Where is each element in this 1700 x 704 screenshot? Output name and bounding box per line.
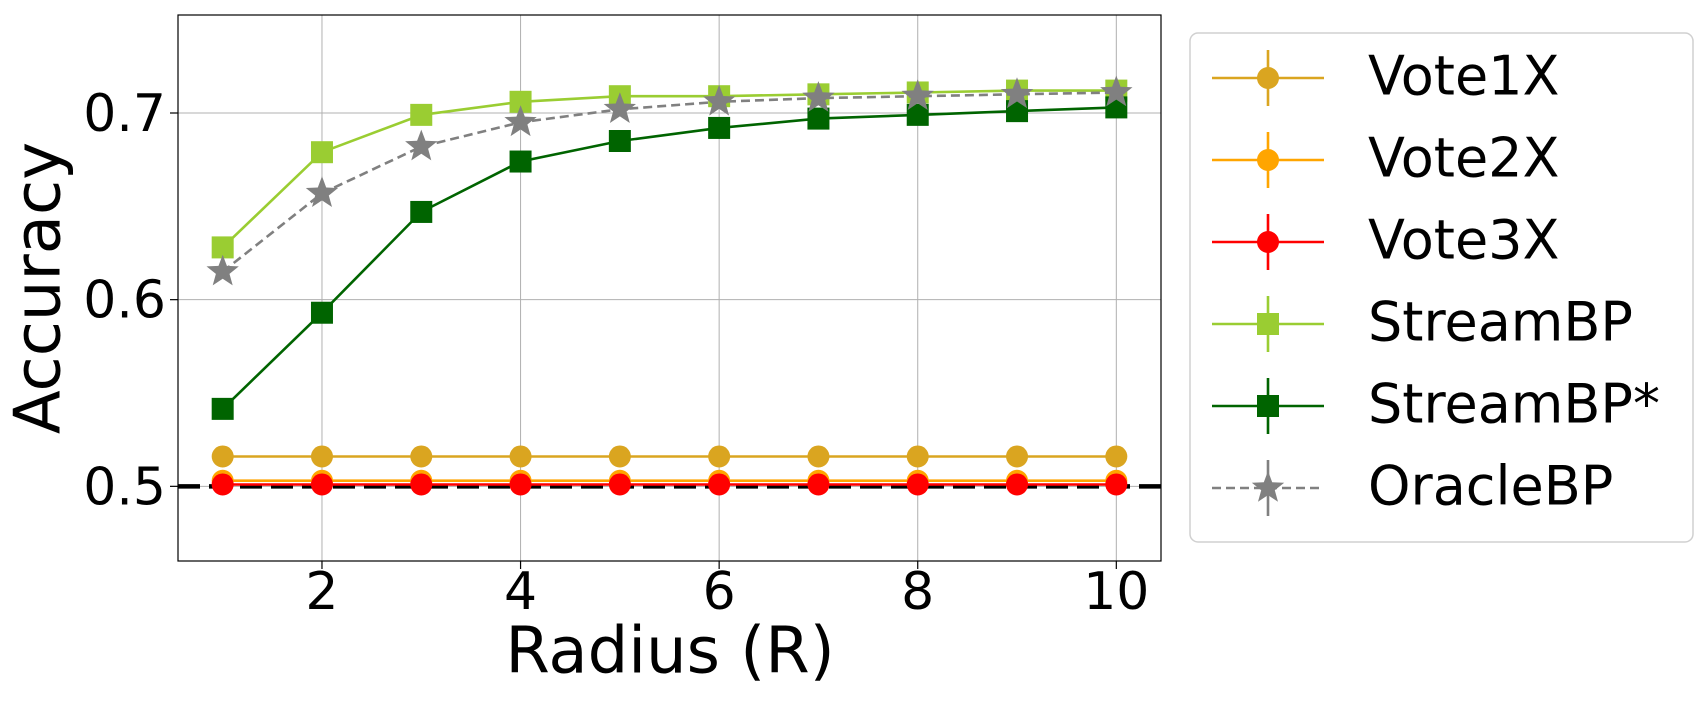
legend-marker	[1257, 149, 1279, 171]
legend-marker	[1257, 231, 1279, 253]
series-line	[221, 89, 1117, 249]
data-point	[901, 79, 934, 110]
data-point	[1006, 445, 1029, 468]
data-point	[509, 90, 532, 113]
data-point	[1105, 473, 1128, 496]
data-point	[410, 103, 433, 126]
data-point	[906, 103, 929, 126]
data-point	[807, 445, 830, 468]
data-point	[708, 116, 731, 139]
data-point	[807, 107, 830, 130]
data-point	[211, 236, 234, 259]
legend-label: Vote3X	[1368, 209, 1560, 272]
data-point	[906, 445, 929, 468]
data-point	[1006, 100, 1029, 123]
data-point	[211, 473, 234, 496]
legend-label: Vote1X	[1368, 45, 1560, 108]
data-point	[504, 105, 537, 137]
data-point	[509, 445, 532, 468]
data-point	[206, 254, 239, 286]
legend-marker	[1257, 313, 1279, 335]
legend-label: OracleBP	[1368, 455, 1613, 518]
data-point	[310, 141, 333, 164]
y-axis-label: Accuracy	[2, 142, 76, 434]
data-point	[410, 473, 433, 496]
y-tick-label: 0.6	[83, 271, 166, 331]
legend-marker	[1257, 67, 1279, 89]
series-line	[221, 106, 1117, 410]
x-tick-label: 4	[504, 562, 537, 622]
data-point	[405, 129, 438, 161]
data-point	[708, 473, 731, 496]
x-axis-label: Radius (R)	[505, 615, 834, 689]
data-point	[906, 473, 929, 496]
data-point	[807, 473, 830, 496]
data-point	[608, 130, 631, 152]
legend-label: StreamBP*	[1368, 373, 1660, 436]
data-point	[708, 445, 731, 468]
data-point	[802, 81, 835, 112]
data-point	[211, 445, 234, 468]
y-tick-label: 0.5	[83, 457, 166, 517]
data-point	[1000, 77, 1034, 109]
x-tick-label: 10	[1083, 562, 1149, 622]
data-point	[211, 397, 234, 420]
data-point	[608, 473, 631, 496]
legend-marker	[1257, 395, 1279, 417]
legend-label: Vote2X	[1368, 127, 1560, 190]
plot-frame	[177, 14, 1162, 562]
data-point	[410, 200, 433, 223]
data-point	[305, 176, 339, 207]
x-tick-label: 2	[305, 562, 338, 622]
legend-label: StreamBP	[1368, 291, 1633, 354]
data-point	[410, 445, 433, 468]
data-point	[310, 473, 333, 496]
data-point	[1100, 75, 1133, 107]
data-point	[310, 301, 333, 324]
x-tick-label: 6	[703, 562, 736, 622]
data-point	[603, 92, 636, 123]
data-point	[1105, 445, 1128, 468]
y-tick-label: 0.7	[83, 84, 166, 144]
data-point	[509, 150, 532, 173]
legend-marker	[1251, 471, 1285, 502]
data-point	[1006, 473, 1029, 496]
data-point	[608, 445, 631, 468]
x-tick-label: 8	[901, 562, 934, 622]
data-point	[703, 84, 736, 116]
series-line	[221, 91, 1117, 273]
data-point	[509, 473, 532, 496]
data-point	[310, 445, 333, 468]
